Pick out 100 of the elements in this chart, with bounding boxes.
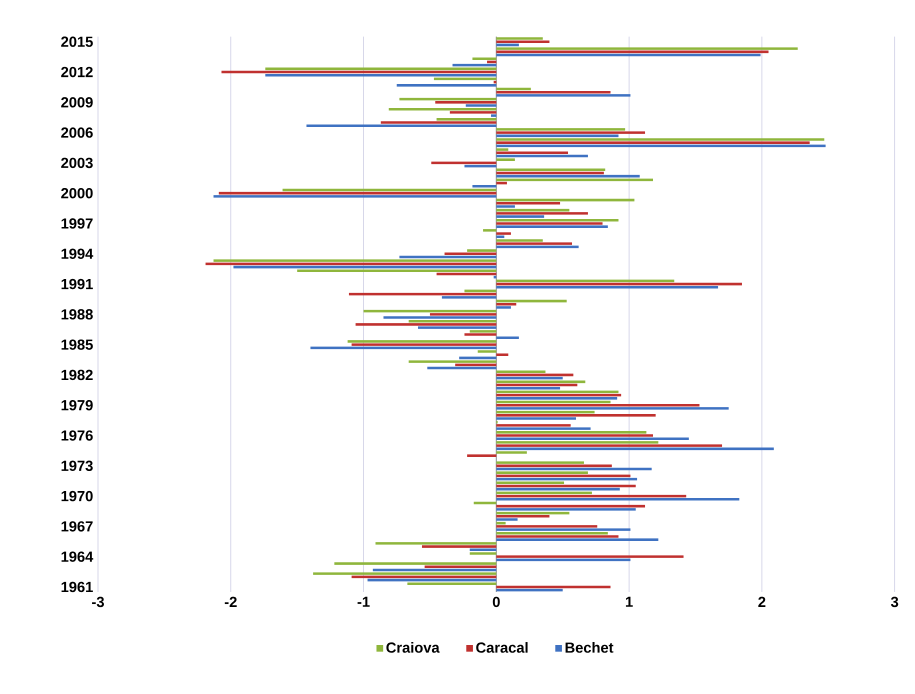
bar — [496, 232, 511, 235]
bar — [407, 582, 496, 586]
bar — [431, 162, 496, 164]
bar — [496, 174, 640, 178]
bar — [496, 90, 611, 94]
bar — [496, 246, 579, 248]
bar — [496, 374, 574, 376]
bar — [496, 448, 774, 450]
bar — [496, 482, 564, 484]
bar — [464, 164, 496, 168]
bar — [383, 316, 496, 319]
bar — [496, 376, 563, 380]
bar — [496, 474, 630, 478]
bar — [496, 404, 700, 406]
bar — [496, 434, 654, 437]
bar — [496, 202, 560, 205]
bar — [496, 242, 572, 245]
bar — [233, 266, 496, 268]
bar — [334, 562, 496, 565]
bar — [496, 386, 560, 390]
bar — [452, 64, 496, 66]
bar — [388, 108, 496, 110]
bar — [496, 88, 531, 90]
bar — [496, 461, 584, 464]
bar — [491, 114, 496, 117]
bar — [430, 313, 496, 316]
bar — [466, 104, 496, 107]
bar — [348, 340, 496, 343]
bar — [496, 134, 618, 138]
bar — [494, 80, 496, 84]
bar — [470, 548, 496, 552]
bar — [218, 192, 496, 194]
bar — [436, 118, 496, 121]
bar — [464, 333, 496, 336]
y-tick-label: 2003 — [61, 158, 93, 168]
legend-label: Caracal — [476, 642, 528, 653]
bar — [496, 535, 618, 538]
bar — [496, 300, 567, 302]
x-tick-label: -3 — [92, 596, 104, 608]
bar — [496, 215, 544, 218]
bar — [467, 454, 496, 457]
y-tick-label: 1973 — [62, 460, 93, 471]
bar — [496, 144, 826, 148]
bar — [464, 290, 496, 292]
bar — [496, 414, 656, 417]
y-tick-label: 1961 — [62, 582, 93, 592]
bar — [422, 545, 496, 548]
bar — [467, 249, 496, 252]
bar — [496, 464, 612, 468]
x-tick-label: 1 — [626, 596, 633, 607]
bar — [496, 370, 546, 373]
x-tick-label: 2 — [758, 596, 766, 607]
bar — [496, 400, 611, 404]
y-tick-label: 1985 — [62, 339, 93, 350]
bar — [427, 366, 496, 370]
bar — [496, 198, 634, 202]
bar — [496, 302, 516, 306]
bar — [496, 525, 598, 528]
bar — [496, 484, 636, 488]
bar — [265, 68, 496, 70]
bar — [376, 542, 496, 545]
bar — [496, 47, 798, 50]
bar — [496, 50, 769, 54]
bar — [496, 131, 646, 134]
bar — [496, 498, 740, 501]
y-tick-label: 1994 — [62, 248, 94, 259]
bar — [496, 380, 586, 384]
bar — [408, 360, 496, 363]
bar — [442, 296, 496, 299]
x-tick-label: 3 — [890, 596, 898, 608]
bar — [450, 111, 496, 114]
bar — [496, 488, 620, 490]
bar — [496, 306, 511, 309]
bar — [496, 504, 646, 508]
bar — [496, 158, 515, 161]
bar — [496, 410, 595, 414]
bar — [310, 346, 496, 350]
y-tick-label: 1997 — [62, 218, 93, 229]
bar — [478, 350, 496, 353]
bar — [496, 471, 588, 474]
bar — [496, 390, 618, 394]
bar — [368, 578, 496, 582]
bar — [348, 292, 496, 296]
bar — [496, 141, 810, 144]
bar — [496, 219, 618, 222]
bar — [496, 222, 603, 225]
x-tick-label: -1 — [358, 596, 370, 607]
bar — [496, 236, 504, 238]
bar — [496, 512, 570, 514]
bar — [396, 84, 496, 87]
y-tick-label: 2009 — [61, 97, 93, 108]
bar — [496, 451, 527, 454]
bar — [364, 310, 496, 312]
bar — [496, 154, 588, 158]
bar — [496, 538, 658, 541]
bar — [496, 384, 578, 386]
bar — [496, 128, 626, 131]
bar — [496, 40, 550, 43]
bar — [496, 515, 550, 518]
bar — [496, 508, 636, 511]
